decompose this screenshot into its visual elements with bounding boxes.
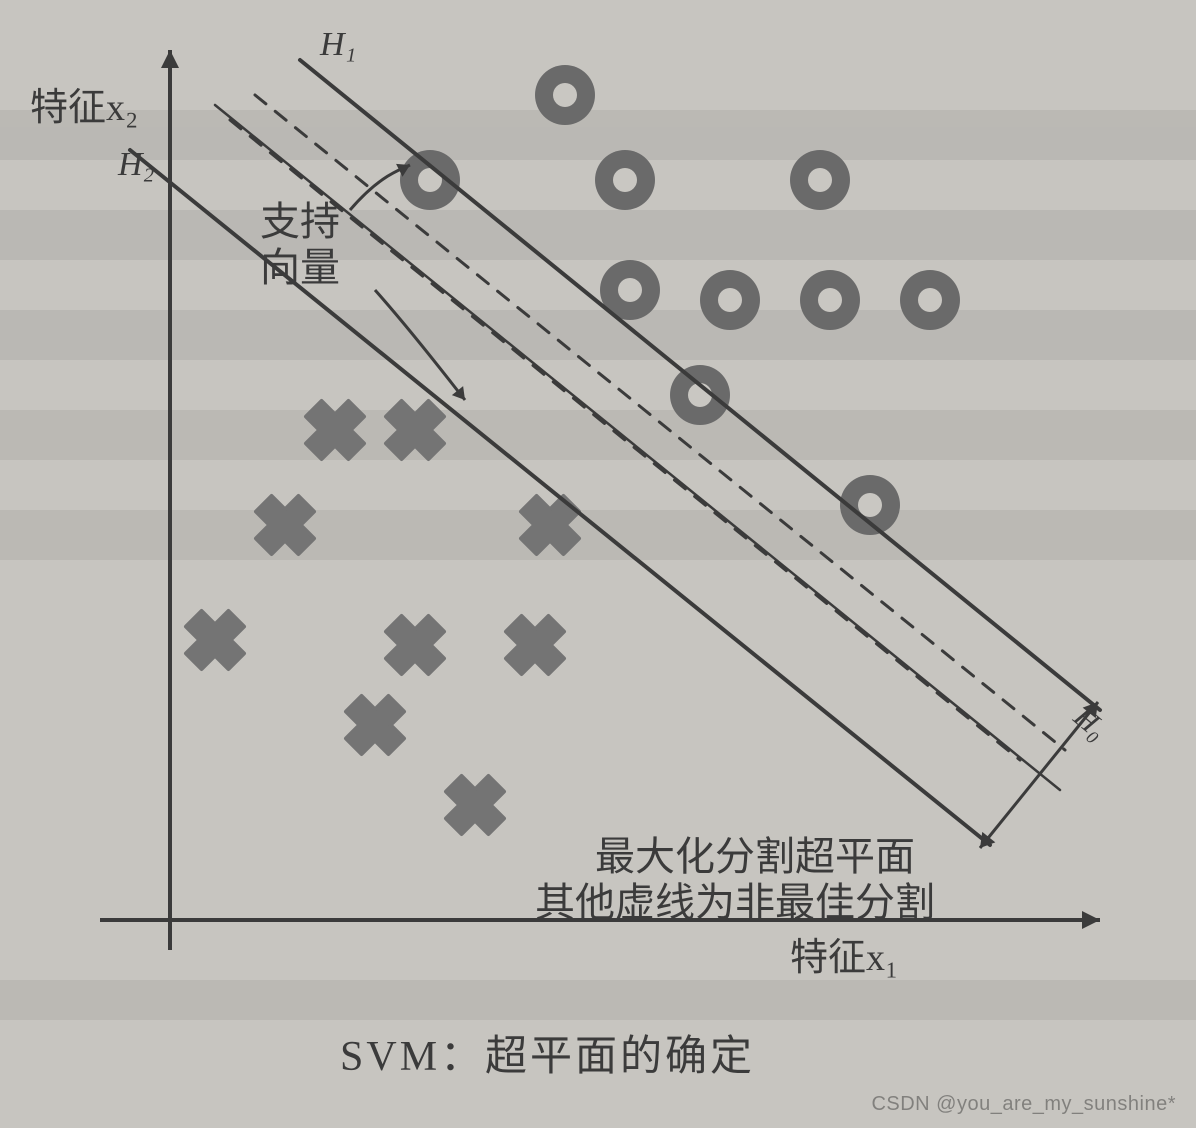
svg-text:其他虚线为非最佳分割: 其他虚线为非最佳分割 [535, 880, 935, 925]
svg-text:支持: 支持 [260, 199, 340, 244]
watermark-text: CSDN @you_are_my_sunshine* [871, 1093, 1176, 1116]
svg-text:H₁: H₁ [319, 26, 356, 63]
svg-text:特征x₁: 特征x₁ [790, 937, 898, 979]
svg-text:H₂: H₂ [117, 146, 154, 183]
svg-text:SVM：超平面的确定: SVM：超平面的确定 [340, 1033, 755, 1080]
svg-text:向量: 向量 [260, 245, 340, 290]
svg-text:最大化分割超平面: 最大化分割超平面 [595, 834, 915, 879]
svg-text:特征x₂: 特征x₂ [30, 87, 138, 129]
svm-diagram: 特征x₂特征x₁H₁H₂H₀支持向量最大化分割超平面其他虚线为非最佳分割SVM：… [0, 0, 1196, 1128]
